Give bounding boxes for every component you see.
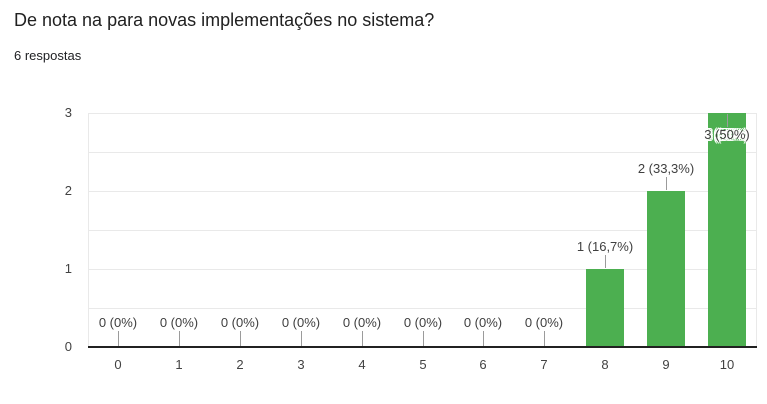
x-tick-label: 6: [479, 357, 487, 372]
annotation-stem: [362, 331, 363, 346]
bar-9[interactable]: [647, 191, 685, 347]
annotation-stem: [605, 255, 606, 268]
bar-10[interactable]: [708, 113, 746, 347]
gridline: [88, 230, 757, 231]
gridline: [88, 191, 757, 192]
annotation-stem: [666, 177, 667, 190]
bar-annotation: 0 (0%): [463, 315, 503, 330]
annotation-stem: [240, 331, 241, 346]
x-tick-label: 8: [601, 357, 609, 372]
x-tick-label: 1: [175, 357, 183, 372]
x-tick-label: 7: [540, 357, 548, 372]
gridline: [88, 308, 757, 309]
annotation-stem: [301, 331, 302, 346]
x-tick-label: 5: [419, 357, 427, 372]
bar-annotation: 0 (0%): [342, 315, 382, 330]
x-tick-label: 10: [719, 357, 735, 372]
y-tick-label: 0: [64, 339, 72, 354]
y-tick-label: 2: [64, 183, 72, 198]
x-tick-label: 3: [297, 357, 305, 372]
x-tick-label: 4: [358, 357, 366, 372]
gridline: [88, 113, 757, 114]
annotation-stem: [544, 331, 545, 346]
x-axis-line: [88, 346, 757, 348]
bar-annotation: 0 (0%): [159, 315, 199, 330]
bar-annotation: 0 (0%): [281, 315, 321, 330]
annotation-stem: [483, 331, 484, 346]
plot-border-right: [756, 113, 757, 347]
bar-8[interactable]: [586, 269, 624, 347]
bar-annotation: 3 (50%): [704, 127, 750, 142]
y-tick-label: 3: [64, 105, 72, 120]
bar-annotation: 0 (0%): [403, 315, 443, 330]
annotation-stem: [118, 331, 119, 346]
gridline: [88, 152, 757, 153]
x-tick-label: 9: [662, 357, 670, 372]
plot-border-left: [88, 113, 89, 347]
x-tick-label: 2: [236, 357, 244, 372]
bar-annotation: 0 (0%): [524, 315, 564, 330]
bar-annotation: 1 (16,7%): [576, 239, 634, 254]
bar-annotation: 2 (33,3%): [637, 161, 695, 176]
y-tick-label: 1: [64, 261, 72, 276]
annotation-stem: [727, 114, 728, 127]
gridline: [88, 269, 757, 270]
x-tick-label: 0: [114, 357, 122, 372]
bar-annotation: 0 (0%): [220, 315, 260, 330]
question-title: De nota na para novas implementações no …: [14, 10, 435, 30]
response-count: 6 respostas: [14, 48, 82, 63]
annotation-stem: [423, 331, 424, 346]
bar-annotation: 0 (0%): [98, 315, 138, 330]
annotation-stem: [179, 331, 180, 346]
